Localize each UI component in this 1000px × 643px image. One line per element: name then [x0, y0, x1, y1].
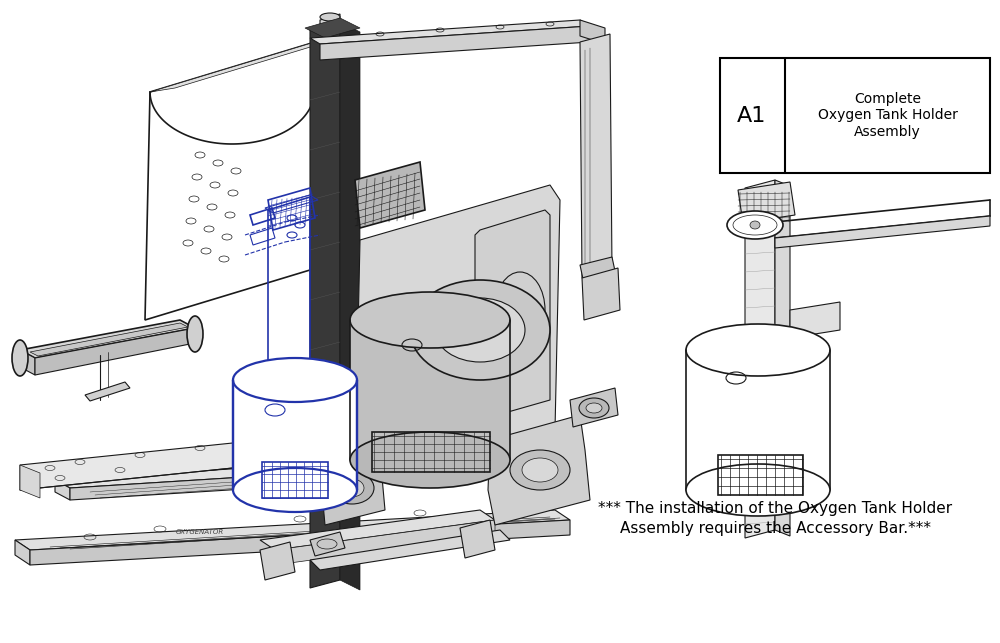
Polygon shape [20, 320, 195, 358]
Ellipse shape [233, 468, 357, 512]
Polygon shape [320, 455, 385, 525]
Polygon shape [350, 320, 510, 460]
Polygon shape [775, 180, 790, 536]
Ellipse shape [340, 479, 364, 497]
Text: A1: A1 [737, 105, 767, 125]
Polygon shape [20, 350, 35, 375]
Polygon shape [320, 14, 340, 46]
Polygon shape [745, 180, 775, 538]
Polygon shape [20, 465, 40, 498]
Ellipse shape [330, 472, 374, 504]
Polygon shape [260, 510, 495, 550]
Ellipse shape [320, 13, 340, 21]
Polygon shape [475, 210, 550, 420]
Polygon shape [85, 382, 130, 401]
Polygon shape [580, 20, 605, 44]
Polygon shape [30, 323, 188, 356]
Polygon shape [260, 542, 295, 580]
Polygon shape [55, 452, 515, 488]
Ellipse shape [350, 432, 510, 488]
Polygon shape [150, 38, 340, 92]
Polygon shape [582, 268, 620, 320]
Polygon shape [570, 388, 618, 427]
Ellipse shape [586, 403, 602, 413]
Polygon shape [310, 530, 510, 570]
Polygon shape [738, 182, 795, 223]
Ellipse shape [750, 221, 760, 229]
Polygon shape [320, 26, 590, 60]
Ellipse shape [233, 358, 357, 402]
Ellipse shape [187, 316, 203, 352]
Polygon shape [686, 350, 830, 490]
Polygon shape [355, 185, 560, 485]
Polygon shape [310, 22, 340, 588]
Polygon shape [30, 520, 570, 565]
Ellipse shape [510, 450, 570, 490]
Ellipse shape [12, 340, 28, 376]
Polygon shape [275, 520, 495, 565]
Polygon shape [790, 302, 840, 338]
Polygon shape [55, 480, 70, 500]
Text: Complete
Oxygen Tank Holder
Assembly: Complete Oxygen Tank Holder Assembly [818, 93, 957, 139]
Polygon shape [70, 460, 515, 500]
Text: Assembly requires the Accessory Bar.***: Assembly requires the Accessory Bar.*** [620, 520, 930, 536]
Ellipse shape [522, 458, 558, 482]
Polygon shape [15, 510, 570, 550]
Polygon shape [580, 34, 612, 278]
Polygon shape [310, 20, 590, 44]
Ellipse shape [435, 298, 525, 362]
Ellipse shape [579, 398, 609, 418]
Ellipse shape [350, 292, 510, 348]
Polygon shape [20, 435, 310, 490]
Polygon shape [310, 38, 345, 270]
Polygon shape [305, 18, 360, 38]
Polygon shape [233, 380, 357, 490]
Polygon shape [15, 540, 30, 565]
Ellipse shape [410, 280, 550, 380]
Polygon shape [340, 22, 360, 590]
Bar [720, 58, 990, 173]
Polygon shape [488, 415, 590, 525]
Text: OXYGENATOR: OXYGENATOR [176, 529, 224, 535]
Ellipse shape [686, 324, 830, 376]
Polygon shape [35, 328, 195, 375]
Polygon shape [775, 216, 990, 248]
Polygon shape [310, 532, 345, 556]
Ellipse shape [686, 464, 830, 516]
Text: *** The installation of the Oxygen Tank Holder: *** The installation of the Oxygen Tank … [598, 500, 952, 516]
Polygon shape [580, 257, 618, 293]
Ellipse shape [727, 211, 783, 239]
Polygon shape [460, 520, 495, 558]
Polygon shape [355, 162, 425, 228]
